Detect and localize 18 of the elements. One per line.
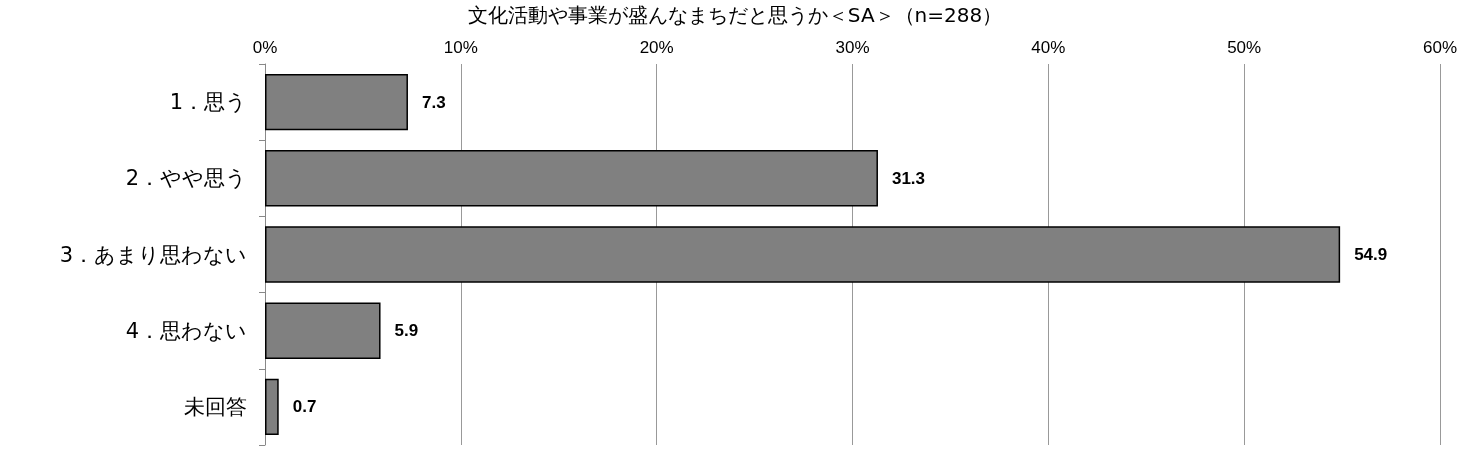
y-tick-label: 未回答 — [184, 394, 247, 419]
y-tick-label: 3．あまり思わない — [59, 242, 247, 267]
data-label: 7.3 — [421, 92, 446, 112]
data-label: 54.9 — [1354, 245, 1388, 264]
x-tick-label: 60% — [1422, 38, 1458, 57]
data-label: 31.3 — [891, 168, 926, 188]
data-label: 5.9 — [394, 321, 419, 341]
chart-title: 文化活動や事業が盛んなまちだと思うか＜SA＞（n=288） — [467, 3, 1003, 27]
y-tick-label: 1．思う — [169, 90, 247, 115]
x-tick-label: 40% — [1031, 38, 1066, 57]
data-label: 0.7 — [292, 397, 317, 417]
x-tick-label: 0% — [252, 38, 278, 57]
x-tick-label: 50% — [1227, 38, 1262, 57]
x-tick-label: 30% — [835, 38, 870, 57]
x-tick-label: 20% — [639, 38, 674, 57]
x-tick-label: 10% — [443, 38, 478, 57]
y-tick-label: 4．思わない — [125, 318, 247, 343]
y-tick-label: 2．やや思う — [125, 166, 247, 191]
